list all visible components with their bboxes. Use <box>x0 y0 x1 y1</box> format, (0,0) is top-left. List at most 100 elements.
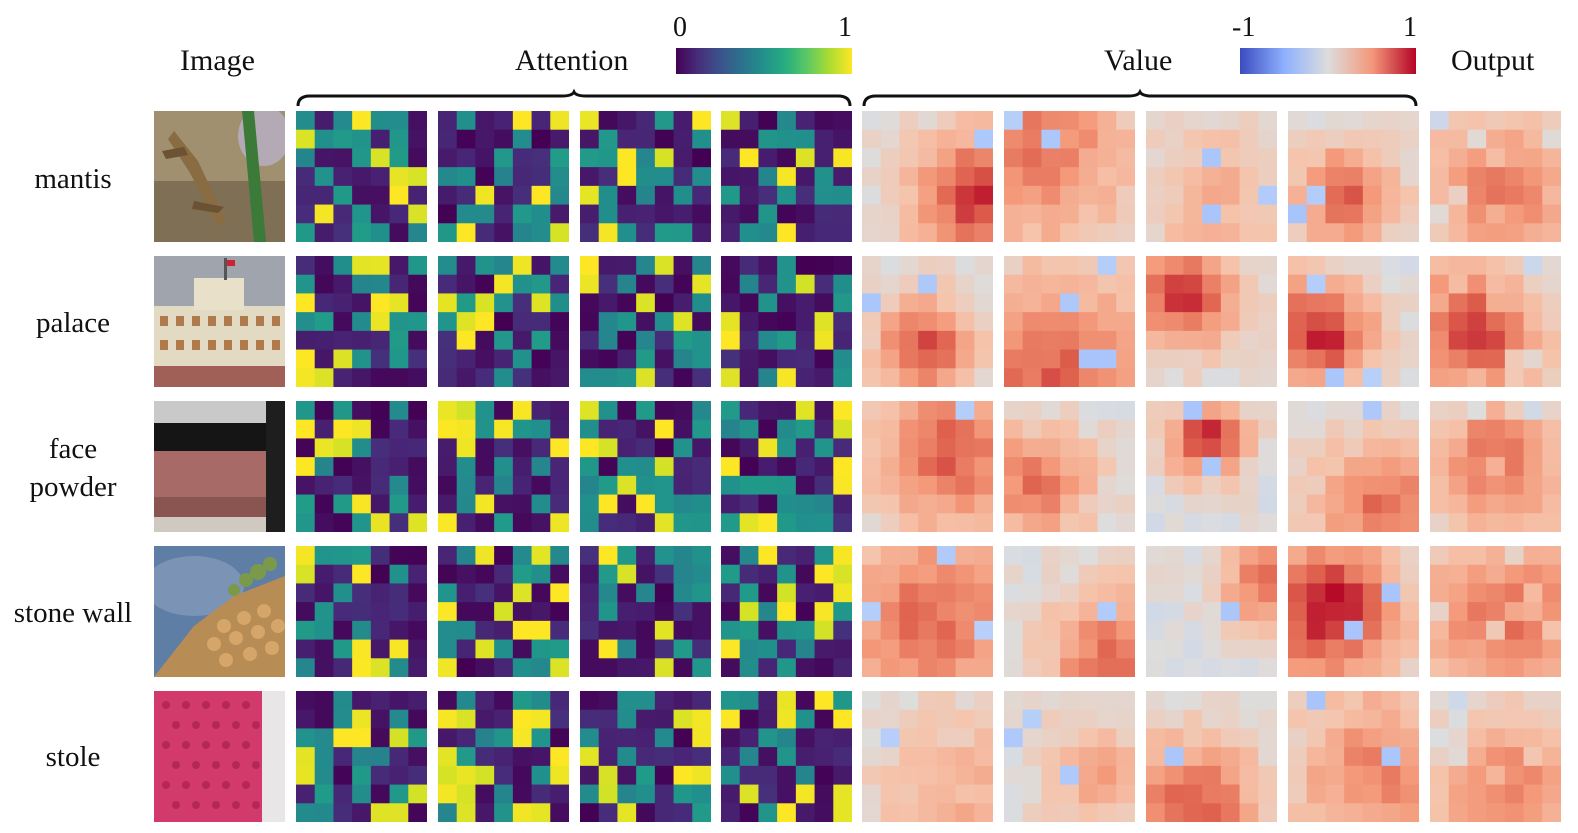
heatmap-cell <box>1258 475 1277 496</box>
heatmap-cell <box>617 185 637 206</box>
heatmap-cell <box>1022 709 1043 730</box>
heatmap-cell <box>1523 129 1543 150</box>
heatmap-cell <box>692 494 711 514</box>
heatmap-cell <box>936 438 957 458</box>
heatmap-cell <box>936 691 957 711</box>
heatmap-cell <box>1116 256 1135 276</box>
heatmap-cell <box>739 803 760 822</box>
heatmap-cell <box>1258 223 1277 242</box>
heatmap-cell <box>777 457 797 477</box>
heatmap-cell <box>833 765 852 786</box>
heatmap-cell <box>314 475 335 496</box>
heatmap-cell <box>1078 368 1099 387</box>
heatmap-cell <box>862 765 882 786</box>
heatmap-cell <box>456 129 477 150</box>
heatmap-cell <box>833 494 852 514</box>
heatmap-cell <box>550 167 569 187</box>
value-colorbar-max-label: 1 <box>1403 12 1417 43</box>
heatmap-cell <box>636 513 656 532</box>
heatmap-cell <box>636 312 656 332</box>
heatmap-cell <box>1202 513 1222 532</box>
value-map-palace-3 <box>1146 256 1277 387</box>
heatmap-cell <box>721 256 741 276</box>
heatmap-cell <box>862 419 882 440</box>
heatmap-cell <box>617 419 637 440</box>
heatmap-cell <box>1022 312 1043 332</box>
value-map-stone-wall-4-svg <box>1288 546 1419 677</box>
heatmap-cell <box>1022 185 1043 206</box>
heatmap-cell <box>795 111 816 131</box>
heatmap-cell <box>721 204 741 224</box>
heatmap-cell <box>1362 111 1383 131</box>
heatmap-cell <box>617 747 637 767</box>
heatmap-cell <box>408 330 427 351</box>
heatmap-cell <box>1022 691 1043 711</box>
heatmap-cell <box>438 312 458 332</box>
heatmap-cell <box>1239 129 1259 150</box>
heatmap-cell <box>918 256 938 276</box>
heatmap-cell <box>1486 583 1506 603</box>
heatmap-cell <box>494 330 514 351</box>
attention-map-mantis-1 <box>296 111 427 242</box>
heatmap-cell <box>1430 639 1450 659</box>
heatmap-cell <box>580 602 600 622</box>
heatmap-cell <box>617 312 637 332</box>
heatmap-cell <box>673 312 693 332</box>
heatmap-cell <box>1288 129 1308 150</box>
heatmap-cell <box>1258 129 1277 150</box>
heatmap-cell <box>1504 691 1525 711</box>
heatmap-cell <box>1523 167 1543 187</box>
heatmap-cell <box>1097 349 1117 369</box>
heatmap-cell <box>1467 709 1487 730</box>
heatmap-cell <box>880 223 901 242</box>
heatmap-cell <box>880 765 901 786</box>
heatmap-cell <box>1202 602 1222 622</box>
heatmap-cell <box>1258 691 1277 711</box>
heatmap-cell <box>1381 293 1401 313</box>
heatmap-cell <box>512 475 533 496</box>
heatmap-cell <box>777 111 797 131</box>
heatmap-cell <box>550 111 569 131</box>
heatmap-cell <box>862 274 882 295</box>
heatmap-cell <box>1467 204 1487 224</box>
heatmap-cell <box>1116 513 1135 532</box>
heatmap-cell <box>408 475 427 496</box>
heatmap-cell <box>833 204 852 224</box>
heatmap-cell <box>1288 419 1308 440</box>
heatmap-cell <box>739 438 760 458</box>
heatmap-cell <box>1004 709 1024 730</box>
heatmap-cell <box>531 223 551 242</box>
heatmap-cell <box>1041 185 1061 206</box>
heatmap-cell <box>777 293 797 313</box>
heatmap-cell <box>1523 658 1543 677</box>
heatmap-cell <box>1381 312 1401 332</box>
heatmap-cell <box>456 148 477 168</box>
heatmap-cell <box>1288 513 1308 532</box>
heatmap-cell <box>1362 747 1383 767</box>
heatmap-cell <box>1220 330 1241 351</box>
heatmap-cell <box>1486 709 1506 730</box>
heatmap-cell <box>580 185 600 206</box>
heatmap-cell <box>1078 204 1099 224</box>
heatmap-cell <box>1078 564 1099 585</box>
heatmap-cell <box>531 312 551 332</box>
heatmap-cell <box>1344 111 1364 131</box>
heatmap-cell <box>833 546 852 566</box>
heatmap-cell <box>456 401 477 421</box>
heatmap-cell <box>475 330 495 351</box>
heatmap-cell <box>1239 223 1259 242</box>
heatmap-cell <box>333 602 353 622</box>
heatmap-cell <box>880 293 901 313</box>
heatmap-cell <box>475 620 495 641</box>
heatmap-cell <box>1467 111 1487 131</box>
heatmap-cell <box>438 639 458 659</box>
heatmap-cell <box>1164 185 1185 206</box>
heatmap-cell <box>814 602 834 622</box>
attention-map-face-powder-1 <box>296 401 427 532</box>
heatmap-cell <box>1288 709 1308 730</box>
heatmap-cell <box>654 513 675 532</box>
heatmap-cell <box>438 274 458 295</box>
heatmap-cell <box>352 658 372 677</box>
heatmap-cell <box>1523 457 1543 477</box>
heatmap-cell <box>1022 457 1043 477</box>
